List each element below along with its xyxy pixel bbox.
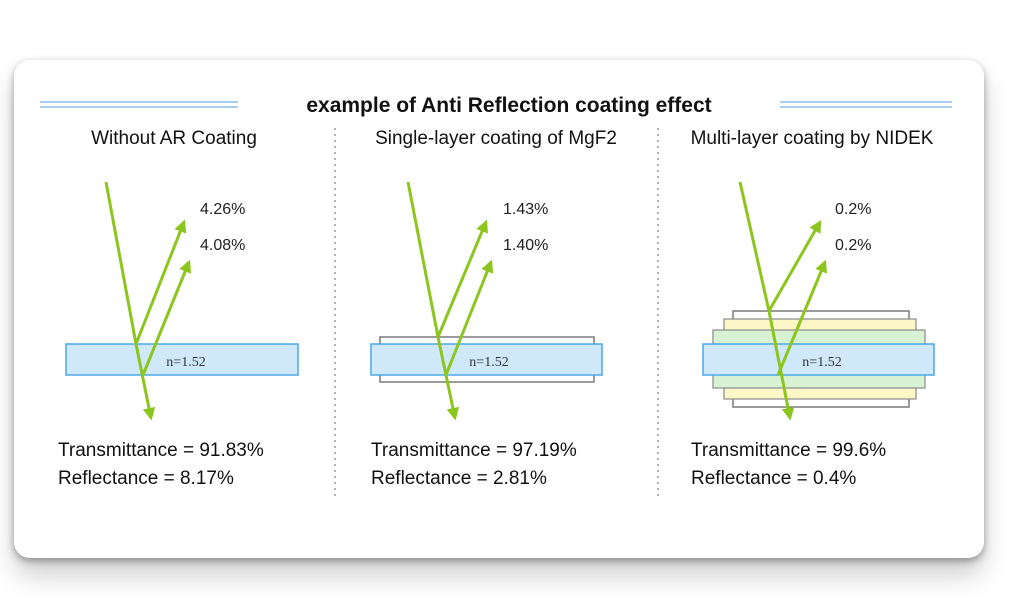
reflectance-value: Reflectance = 0.4% [691,468,856,489]
reflection-percent-back: 0.2% [835,237,871,254]
reflection-percent-back: 1.40% [503,237,548,254]
reflected-ray-back [776,259,827,376]
transmitted-ray [436,336,460,421]
glass-lens [702,343,935,376]
reflection-percent-front: 4.26% [200,201,245,218]
reflected-ray-back [141,259,192,376]
reflected-ray-front [134,219,187,345]
reflection-percent-back: 4.08% [200,237,245,254]
panel-without-ar: Without AR Coating n=1.52 4.26% 4.08% Tr… [58,128,299,489]
panel-heading: Single-layer coating of MgF2 [375,128,617,149]
reflected-ray-front [767,219,822,312]
reflection-percent-front: 1.43% [503,201,548,218]
transmitted-ray [134,343,156,421]
transmittance-value: Transmittance = 99.6% [691,440,886,461]
panel-single-layer: Single-layer coating of MgF2 n=1.52 1.43… [370,128,617,489]
diagram-title: example of Anti Reflection coating effec… [306,94,711,117]
reflected-ray-front [436,219,488,338]
transmittance-value: Transmittance = 91.83% [58,440,264,461]
transmittance-value: Transmittance = 97.19% [371,440,577,461]
panel-heading: Without AR Coating [91,128,257,149]
diagram-card [14,60,984,558]
panel-multi-layer: Multi-layer coating by NIDEK n=1.52 0.2%… [691,128,935,489]
incident-ray [738,181,771,312]
incident-ray [104,181,138,345]
refractive-index-label: n=1.52 [802,355,841,370]
incident-ray [406,181,440,338]
refractive-index-label: n=1.52 [166,355,205,370]
glass-lens [65,343,299,376]
panel-heading: Multi-layer coating by NIDEK [691,128,934,149]
refractive-index-label: n=1.52 [469,355,508,370]
reflectance-value: Reflectance = 2.81% [371,468,547,489]
reflection-percent-front: 0.2% [835,201,871,218]
reflected-ray-back [444,259,494,376]
title-rule-left [40,101,238,108]
title-rule-right [780,101,952,108]
transmitted-ray [767,310,795,421]
glass-lens [370,343,603,376]
reflectance-value: Reflectance = 8.17% [58,468,234,489]
